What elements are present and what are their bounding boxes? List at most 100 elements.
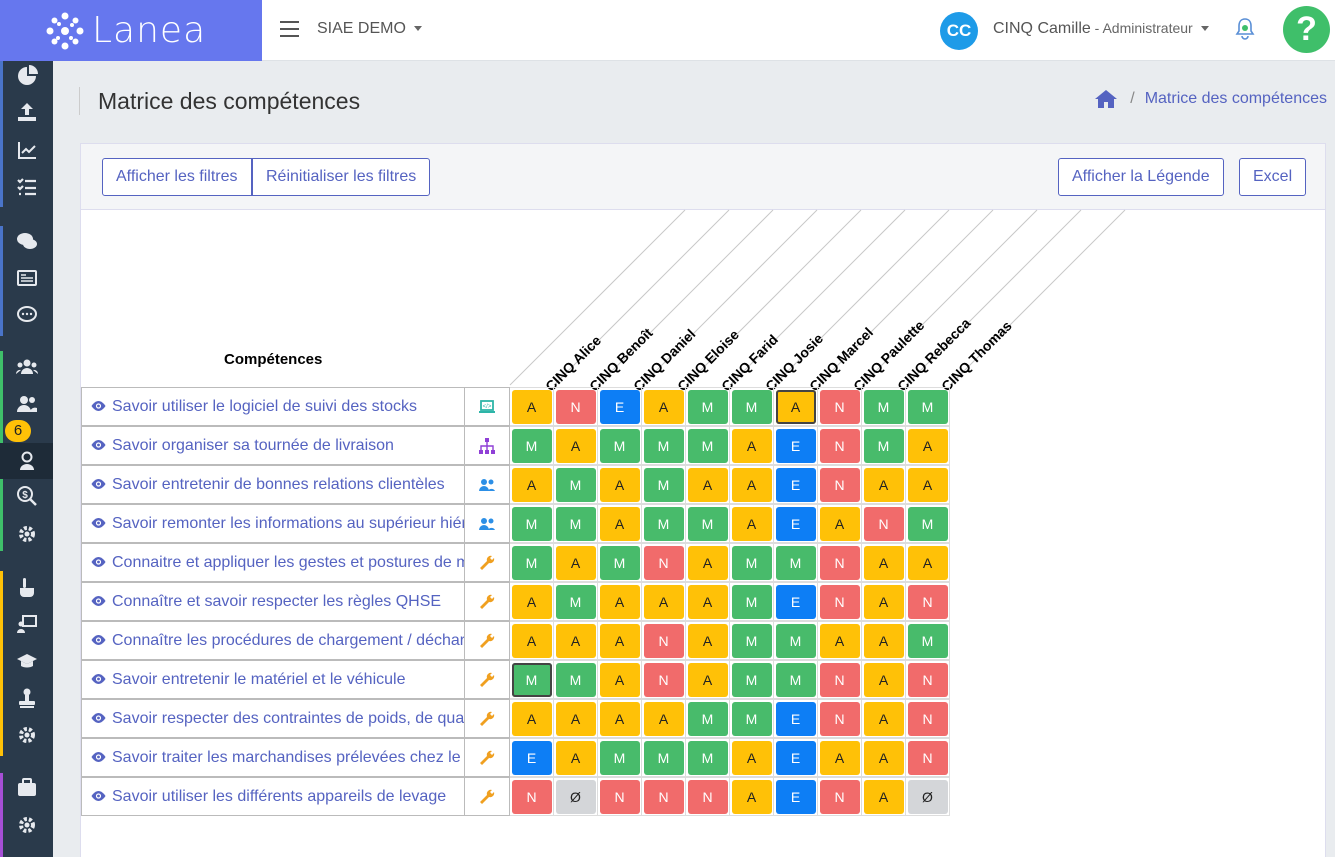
skill-level-badge[interactable]: M xyxy=(731,623,772,658)
skill-level-badge[interactable]: Ø xyxy=(907,779,948,814)
eye-icon[interactable] xyxy=(90,439,107,451)
skill-level-badge[interactable]: M xyxy=(731,389,772,424)
skill-level-badge[interactable]: N xyxy=(511,779,552,814)
skill-level-badge[interactable]: M xyxy=(775,623,816,658)
skill-level-badge[interactable]: A xyxy=(599,623,640,658)
skill-level-badge[interactable]: N xyxy=(555,389,596,424)
skill-level-badge[interactable]: A xyxy=(863,545,904,580)
competence-label[interactable]: Savoir entretenir le matériel et le véhi… xyxy=(81,660,465,699)
skill-level-badge[interactable]: E xyxy=(599,389,640,424)
skill-level-badge[interactable]: A xyxy=(687,467,728,502)
skill-level-badge[interactable]: A xyxy=(907,428,948,463)
skill-level-badge[interactable]: E xyxy=(775,428,816,463)
sidebar-item-settings[interactable] xyxy=(0,717,53,753)
competence-label[interactable]: Savoir utiliser les différents appareils… xyxy=(81,777,465,816)
eye-icon[interactable] xyxy=(90,751,107,763)
skill-level-badge[interactable]: E xyxy=(775,701,816,736)
skill-level-badge[interactable]: E xyxy=(511,740,552,775)
skill-level-badge[interactable]: A xyxy=(863,623,904,658)
reset-filters-button[interactable]: Réinitialiser les filtres xyxy=(252,158,431,196)
eye-icon[interactable] xyxy=(90,400,107,412)
skill-level-badge[interactable]: M xyxy=(863,428,904,463)
skill-level-badge[interactable]: A xyxy=(819,740,860,775)
skill-level-badge[interactable]: M xyxy=(775,662,816,697)
skill-level-badge[interactable]: E xyxy=(775,506,816,541)
skill-level-badge[interactable]: N xyxy=(819,389,860,424)
skill-level-badge[interactable]: N xyxy=(819,662,860,697)
skill-level-badge[interactable]: A xyxy=(511,584,552,619)
skill-level-badge[interactable]: N xyxy=(819,467,860,502)
sidebar-item-groups[interactable] xyxy=(0,349,53,385)
sidebar-item-statistics[interactable] xyxy=(0,132,53,168)
eye-icon[interactable] xyxy=(90,790,107,802)
menu-toggle-icon[interactable] xyxy=(280,21,299,37)
skill-level-badge[interactable]: E xyxy=(775,467,816,502)
skill-level-badge[interactable]: M xyxy=(555,584,596,619)
avatar[interactable]: CC xyxy=(940,12,978,50)
skill-level-badge[interactable]: A xyxy=(863,740,904,775)
show-filters-button[interactable]: Afficher les filtres xyxy=(102,158,252,196)
skill-level-badge[interactable]: M xyxy=(555,467,596,502)
skill-level-badge[interactable]: A xyxy=(731,779,772,814)
breadcrumb-current[interactable]: Matrice des compétences xyxy=(1144,90,1327,107)
skill-level-badge[interactable]: M xyxy=(555,662,596,697)
skill-level-badge[interactable]: M xyxy=(511,545,552,580)
skill-level-badge[interactable]: A xyxy=(643,389,684,424)
skill-level-badge[interactable]: E xyxy=(775,584,816,619)
eye-icon[interactable] xyxy=(90,478,107,490)
skill-level-badge[interactable]: A xyxy=(819,623,860,658)
eye-icon[interactable] xyxy=(90,595,107,607)
skill-level-badge[interactable]: N xyxy=(819,779,860,814)
skill-level-badge[interactable]: N xyxy=(907,701,948,736)
skill-level-badge[interactable]: M xyxy=(731,545,772,580)
competence-label[interactable]: Savoir remonter les informations au supé… xyxy=(81,504,465,543)
skill-level-badge[interactable]: A xyxy=(555,545,596,580)
app-logo[interactable]: Lanea xyxy=(0,0,262,61)
skill-level-badge[interactable]: M xyxy=(907,389,948,424)
skill-level-badge[interactable]: M xyxy=(687,428,728,463)
skill-level-badge[interactable]: M xyxy=(731,584,772,619)
skill-level-badge[interactable]: N xyxy=(907,740,948,775)
skill-level-badge[interactable]: A xyxy=(731,467,772,502)
skill-level-badge[interactable]: A xyxy=(731,506,772,541)
skill-level-badge[interactable]: M xyxy=(907,506,948,541)
skill-level-badge[interactable]: M xyxy=(599,428,640,463)
skill-level-badge[interactable]: A xyxy=(863,779,904,814)
skill-level-badge[interactable]: N xyxy=(819,701,860,736)
skill-level-badge[interactable]: N xyxy=(907,662,948,697)
skill-level-badge[interactable]: M xyxy=(643,740,684,775)
skill-level-badge[interactable]: A xyxy=(643,584,684,619)
competence-label[interactable]: Savoir traiter les marchandises prélevée… xyxy=(81,738,465,777)
skill-level-badge[interactable]: A xyxy=(599,662,640,697)
skill-level-badge[interactable]: Ø xyxy=(555,779,596,814)
eye-icon[interactable] xyxy=(90,556,107,568)
help-button[interactable]: ? xyxy=(1283,6,1330,53)
sidebar-item-team[interactable] xyxy=(0,386,53,422)
competence-label[interactable]: Connaitre et appliquer les gestes et pos… xyxy=(81,543,465,582)
skill-level-badge[interactable]: N xyxy=(643,662,684,697)
skill-level-badge[interactable]: M xyxy=(731,701,772,736)
skill-level-badge[interactable]: A xyxy=(599,701,640,736)
sidebar-item-validation[interactable] xyxy=(0,680,53,716)
sidebar-item-news[interactable] xyxy=(0,260,53,296)
skill-level-badge[interactable]: M xyxy=(511,506,552,541)
skill-level-badge[interactable]: M xyxy=(731,662,772,697)
skill-level-badge[interactable]: A xyxy=(599,467,640,502)
skill-level-badge[interactable]: M xyxy=(511,662,552,697)
user-menu[interactable]: CINQ Camille - Administrateur xyxy=(993,20,1209,38)
skill-level-badge[interactable]: M xyxy=(687,389,728,424)
competence-label[interactable]: Connaître les procédures de chargement /… xyxy=(81,621,465,660)
skill-level-badge[interactable]: A xyxy=(687,662,728,697)
sidebar-item-dashboard[interactable] xyxy=(0,58,53,94)
sidebar-item-comments[interactable] xyxy=(0,297,53,333)
sidebar-item-finance[interactable]: $ xyxy=(0,478,53,514)
sidebar-item-upload[interactable] xyxy=(0,94,53,130)
skill-level-badge[interactable]: M xyxy=(643,428,684,463)
eye-icon[interactable] xyxy=(90,517,107,529)
skill-level-badge[interactable]: A xyxy=(643,701,684,736)
skill-level-badge[interactable]: A xyxy=(731,740,772,775)
skill-level-badge[interactable]: M xyxy=(555,506,596,541)
sidebar-item-training-room[interactable] xyxy=(0,606,53,642)
skill-level-badge[interactable]: A xyxy=(775,389,816,424)
skill-level-badge[interactable]: A xyxy=(599,506,640,541)
